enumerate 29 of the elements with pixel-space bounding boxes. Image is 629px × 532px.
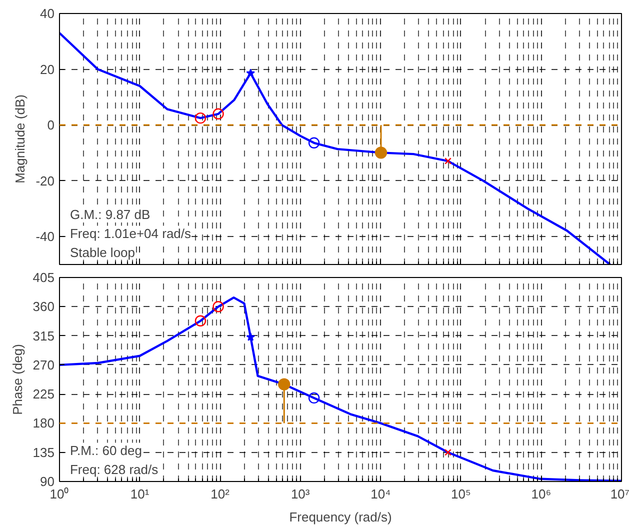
x-tick-label: 10⁵ xyxy=(451,486,471,502)
annotation: P.M.: 60 deg xyxy=(70,442,142,458)
annotation: G.M.: 9.87 dB xyxy=(70,206,150,222)
y-tick-label: 135 xyxy=(32,444,55,460)
annotation: Freq: 1.01e+04 rad/s xyxy=(70,226,192,241)
y-tick-label: 20 xyxy=(40,62,55,77)
y-tick-label: 270 xyxy=(32,357,55,372)
x-tick-label: 10⁶ xyxy=(531,486,552,502)
y-tick-label: -20 xyxy=(36,173,55,188)
x-tick-label: 10³ xyxy=(290,486,310,502)
y-tick-label: 315 xyxy=(32,328,55,344)
y-axis-title: Phase (deg) xyxy=(10,344,25,415)
x-axis-title: Frequency (rad/s) xyxy=(289,510,392,524)
x-tick-label: 10⁷ xyxy=(610,486,629,502)
y-tick-label: 225 xyxy=(32,386,55,402)
y-tick-label: 180 xyxy=(32,416,55,431)
y-tick-label: 405 xyxy=(32,270,55,285)
y-axis-title: Magnitude (dB) xyxy=(12,94,28,184)
annotation: Freq: 628 rad/s xyxy=(70,462,159,477)
y-tick-label: 40 xyxy=(40,6,55,21)
x-tick-label: 10² xyxy=(210,486,230,502)
annotation: Stable loop xyxy=(70,244,136,260)
y-tick-label: 90 xyxy=(40,474,55,489)
y-tick-label: -40 xyxy=(36,229,55,244)
x-tick-label: 10¹ xyxy=(130,486,150,502)
x-tick-label: 10⁰ xyxy=(50,486,70,502)
y-tick-label: 0 xyxy=(47,118,55,133)
y-tick-label: 360 xyxy=(32,299,55,314)
x-tick-label: 10⁴ xyxy=(370,486,391,502)
